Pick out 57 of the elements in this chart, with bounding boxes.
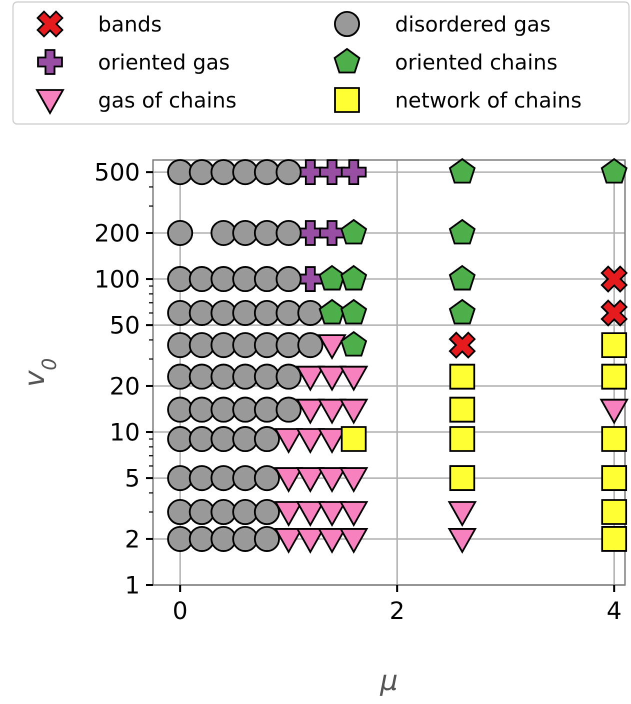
legend-label: oriented gas [98, 50, 230, 74]
point [600, 266, 628, 292]
point [448, 501, 476, 526]
x-tick-label: 2 [389, 597, 405, 625]
point [448, 299, 476, 324]
point [448, 219, 476, 244]
point [340, 398, 368, 424]
point [601, 499, 628, 525]
legend-label: bands [98, 12, 162, 36]
y-tick-label: 5 [124, 464, 140, 492]
point [340, 299, 367, 324]
point [448, 158, 476, 184]
x-axis-title: μ [379, 664, 398, 697]
point [340, 426, 367, 452]
point [340, 331, 367, 357]
point [601, 332, 628, 358]
legend-label: network of chains [395, 88, 582, 112]
point [319, 220, 345, 246]
x-tick-label: 0 [172, 597, 188, 625]
point [340, 467, 368, 492]
point [601, 426, 628, 452]
point [448, 528, 476, 553]
x-tick-label: 4 [606, 597, 622, 625]
y-tick-label: 2 [124, 525, 140, 554]
point [600, 158, 628, 184]
legend-label: oriented chains [395, 50, 558, 74]
point [318, 366, 346, 391]
point [448, 265, 476, 290]
y-tick-label: 100 [94, 265, 140, 294]
point [600, 398, 628, 424]
point [318, 501, 346, 526]
point [448, 332, 476, 358]
y-tick-label: 10 [109, 418, 140, 446]
y-tick-label: 200 [94, 219, 140, 248]
legend-label: gas of chains [98, 88, 237, 112]
point [340, 501, 368, 526]
point [318, 334, 346, 359]
y-tick-label: 1 [124, 571, 140, 600]
y-tick-label: 50 [109, 311, 140, 340]
point [449, 364, 476, 390]
legend-label: disordered gas [395, 12, 551, 36]
point [449, 396, 476, 423]
y-tick-label: 500 [94, 158, 140, 187]
point [601, 465, 628, 491]
point [601, 364, 628, 390]
y-tick-label: 20 [109, 372, 140, 400]
point [449, 465, 476, 491]
point [340, 219, 367, 244]
point [318, 467, 346, 492]
point [340, 159, 367, 186]
point [600, 300, 628, 326]
point [340, 528, 368, 553]
point [601, 526, 628, 552]
point [340, 265, 367, 290]
point [449, 426, 476, 452]
point [318, 398, 346, 424]
point [340, 366, 368, 391]
